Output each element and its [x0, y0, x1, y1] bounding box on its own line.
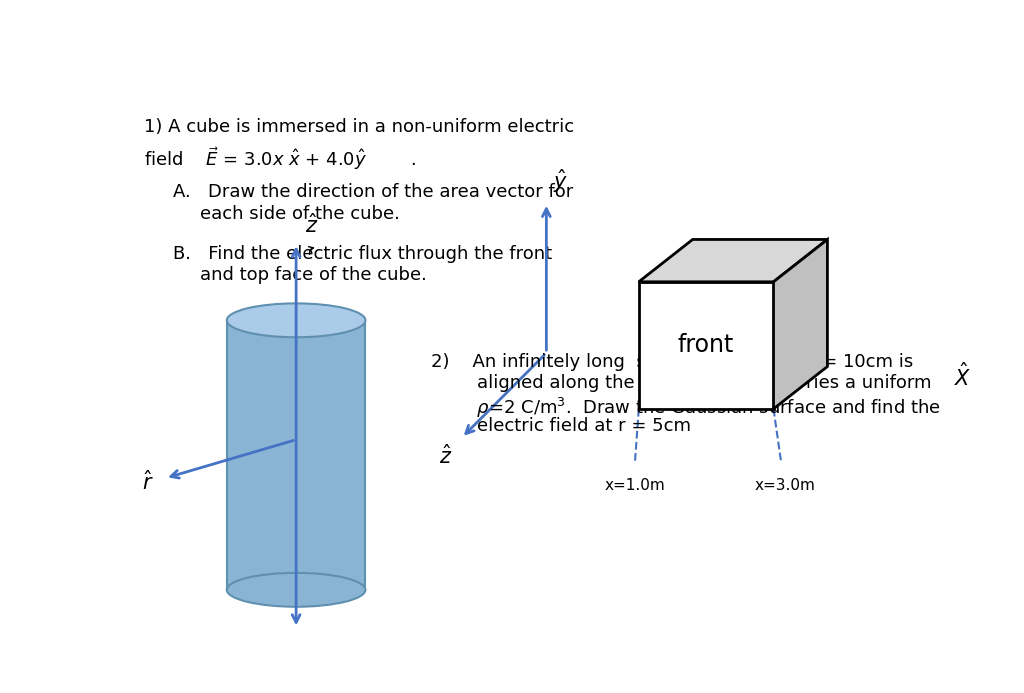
Text: and top face of the cube.: and top face of the cube.: [200, 266, 427, 284]
Text: front: front: [678, 333, 734, 358]
Text: 2)    An infinitely long  solid rod of radius R = 10cm is: 2) An infinitely long solid rod of radiu…: [431, 353, 913, 371]
Text: $\hat{z}$: $\hat{z}$: [305, 213, 318, 237]
Ellipse shape: [226, 573, 366, 607]
Polygon shape: [226, 320, 366, 590]
Polygon shape: [639, 282, 773, 409]
Text: B.   Find the electric flux through the front: B. Find the electric flux through the fr…: [173, 245, 552, 263]
Text: each side of the cube.: each side of the cube.: [200, 205, 399, 223]
Text: field    $\vec{E}$ = 3.0$x$ $\hat{x}$ + 4.0$\hat{y}$        .: field $\vec{E}$ = 3.0$x$ $\hat{x}$ + 4.0…: [144, 145, 417, 172]
Text: $\hat{X}$: $\hat{X}$: [954, 362, 972, 390]
Text: x=3.0m: x=3.0m: [755, 478, 815, 493]
Polygon shape: [773, 240, 827, 409]
Ellipse shape: [226, 304, 366, 337]
Text: $\rho$=2 C/m$^3$.  Draw the Gaussian surface and find the: $\rho$=2 C/m$^3$. Draw the Gaussian surf…: [431, 396, 941, 420]
Text: $\hat{y}$: $\hat{y}$: [553, 168, 567, 195]
Text: aligned along the z axis. The rod carries a uniform: aligned along the z axis. The rod carrie…: [431, 374, 932, 392]
Text: 1) A cube is immersed in a non-uniform electric: 1) A cube is immersed in a non-uniform e…: [144, 118, 574, 136]
Text: x=1.0m: x=1.0m: [604, 478, 666, 493]
Text: $\hat{r}$: $\hat{r}$: [142, 471, 154, 494]
Text: A.   Draw the direction of the area vector for: A. Draw the direction of the area vector…: [173, 183, 573, 201]
Text: electric field at r = 5cm: electric field at r = 5cm: [431, 417, 691, 435]
Polygon shape: [639, 240, 827, 282]
Text: $\hat{z}$: $\hat{z}$: [439, 444, 453, 468]
